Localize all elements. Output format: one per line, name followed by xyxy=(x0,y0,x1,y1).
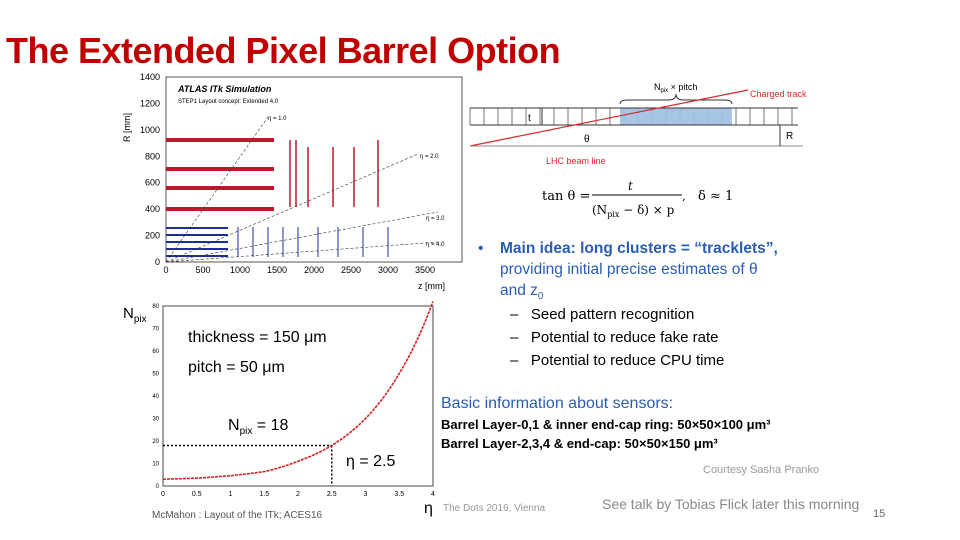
npix-y-ticks: 80 70 60 50 40 30 20 10 0 xyxy=(152,304,159,490)
barrel-layer-1 xyxy=(166,207,274,211)
eta-lines xyxy=(165,116,439,263)
npix-x-tick: 4 xyxy=(431,491,435,498)
npix-brace xyxy=(619,93,733,105)
bullet-dot: • xyxy=(478,240,484,257)
charged-track-label: Charged track xyxy=(750,89,807,99)
npix-x-tick: 2.5 xyxy=(327,491,337,498)
npix-y-tick: 10 xyxy=(152,462,159,468)
npix-x-ticks: 0 0.5 1 1.5 2 2.5 3 3.5 4 xyxy=(161,491,435,498)
npix-chart: Npix 80 70 60 50 40 30 20 10 0 0 0.5 1 1.5 2 2.5 3 3.5 4… xyxy=(123,301,435,498)
charged-track-line xyxy=(469,89,749,147)
layout-x-tick: 1500 xyxy=(267,265,287,275)
cluster-highlight xyxy=(620,108,732,125)
eta-label-3: η = 3.0 xyxy=(426,216,445,222)
sensors-layer01: Barrel Layer-0,1 & inner end-cap ring: 5… xyxy=(441,417,771,432)
layout-subheader: STEP1 Layout concept: Extended 4.0 xyxy=(178,99,279,105)
eta-marker-annotation: η = 2.5 xyxy=(346,453,395,470)
page-number: 15 xyxy=(873,508,886,520)
npix-x-tick: 1 xyxy=(229,491,233,498)
main-idea-line2: providing initial precise estimates of θ xyxy=(500,261,758,278)
formula-lhs: tan θ = xyxy=(542,189,590,204)
layout-xlabel: z [mm] xyxy=(418,281,445,291)
npix-y-tick: 30 xyxy=(152,417,159,423)
npix-chart-ylabel: Npix xyxy=(123,305,147,325)
sub-bullet-3: – Potential to reduce CPU time xyxy=(510,352,725,369)
npix-y-tick: 50 xyxy=(152,372,159,378)
layout-y-tick: 600 xyxy=(145,178,160,188)
layout-y-tick: 1400 xyxy=(140,72,160,82)
page-title: The Extended Pixel Barrel Option xyxy=(6,30,561,71)
barrel-layer-4 xyxy=(166,138,274,142)
npix-x-tick: 2 xyxy=(296,491,300,498)
npix-plot-area xyxy=(162,305,434,487)
courtesy-note: Courtesy Sasha Pranko xyxy=(703,464,820,476)
barrel-layer-3 xyxy=(166,167,274,171)
layout-x-tick: 1000 xyxy=(230,265,250,275)
layout-x-tick: 0 xyxy=(163,265,168,275)
npix-y-tick: 80 xyxy=(152,304,159,310)
npix-y-tick: 0 xyxy=(156,484,160,490)
npix-y-tick: 20 xyxy=(152,439,159,445)
layout-header: ATLAS ITk Simulation xyxy=(177,84,272,94)
layout-y-ticks: 1400 1200 1000 800 600 400 200 0 xyxy=(140,72,160,267)
formula-denominator: (Npix − δ) × p xyxy=(592,203,675,219)
npix-x-tick: 1.5 xyxy=(259,491,269,498)
layout-y-tick: 400 xyxy=(145,204,160,214)
t-label: t xyxy=(528,113,531,124)
theta-label: θ xyxy=(584,134,590,145)
npix-curve xyxy=(162,301,434,481)
layout-y-tick: 800 xyxy=(145,151,160,161)
track-figure: Npix × pitch Charged track LHC beam line… xyxy=(469,82,807,219)
eta-label-2: η = 2.0 xyxy=(420,154,439,160)
sub-bullet-2: – Potential to reduce fake rate xyxy=(510,329,719,346)
main-idea-line3: and z0 xyxy=(500,282,544,303)
layout-y-tick: 1000 xyxy=(140,125,160,135)
beam-line-label: LHC beam line xyxy=(546,156,606,166)
npix-x-tick: 0.5 xyxy=(192,491,202,498)
eta-label-1: η = 1.0 xyxy=(268,116,287,122)
footer-text: McMahon : Layout of the ITk; ACES16 xyxy=(152,510,323,521)
npix-marker-annotation: Npix = 18 xyxy=(228,417,288,437)
layout-y-tick: 1200 xyxy=(140,98,160,108)
npix-y-tick: 40 xyxy=(152,394,159,400)
see-talk-note: See talk by Tobias Flick later this morn… xyxy=(602,496,860,512)
red-barrel-layers xyxy=(166,138,274,211)
conference-watermark: The Dots 2016, Vienna xyxy=(443,503,546,514)
npix-y-tick: 70 xyxy=(152,327,159,333)
npix-x-tick: 0 xyxy=(161,491,165,498)
sensors-heading: Basic information about sensors: xyxy=(441,395,674,412)
npix-marks xyxy=(162,301,434,486)
npix-x-tick: 3.5 xyxy=(394,491,404,498)
layout-y-tick: 0 xyxy=(155,257,160,267)
endcap-rings xyxy=(289,140,379,207)
sub-bullet-1: – Seed pattern recognition xyxy=(510,306,695,323)
thickness-annotation: thickness = 150 μm xyxy=(188,329,327,346)
formula-numerator: t xyxy=(628,179,633,193)
eta-label-4: η = 4.0 xyxy=(426,242,445,248)
layout-x-tick: 2000 xyxy=(304,265,324,275)
layout-x-tick: 3500 xyxy=(415,265,435,275)
pitch-annotation: pitch = 50 μm xyxy=(188,359,285,376)
npix-y-tick: 60 xyxy=(152,349,159,355)
r-label: R xyxy=(786,131,793,142)
npix-chart-xlabel: η xyxy=(424,500,433,517)
npix-x-tick: 3 xyxy=(364,491,368,498)
layout-y-tick: 200 xyxy=(145,231,160,241)
sensors-layer234: Barrel Layer-2,3,4 & end-cap: 50×50×150 … xyxy=(441,436,718,451)
layout-x-tick: 2500 xyxy=(341,265,361,275)
barrel-layer-2 xyxy=(166,186,274,190)
layout-ylabel: R [mm] xyxy=(122,113,132,142)
delta-label: δ ≈ 1 xyxy=(698,189,733,204)
layout-figure: ATLAS ITk Simulation STEP1 Layout concep… xyxy=(122,72,463,291)
layout-x-tick: 3000 xyxy=(378,265,398,275)
layout-x-ticks: 0 500 1000 1500 2000 2500 3000 3500 xyxy=(163,265,435,275)
sub-bullets: – Seed pattern recognition – Potential t… xyxy=(510,303,724,372)
npix-pitch-label: Npix × pitch xyxy=(654,82,697,94)
main-idea-bullet: • Main idea: long clusters = “tracklets”… xyxy=(478,238,818,307)
layout-x-tick: 500 xyxy=(195,265,210,275)
main-idea-bold: Main idea: long clusters = “tracklets”, xyxy=(500,240,778,257)
formula-comma: , xyxy=(682,189,686,203)
